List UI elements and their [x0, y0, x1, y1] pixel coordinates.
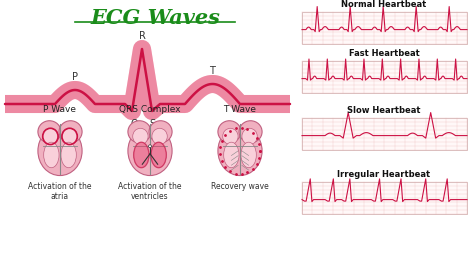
Text: Slow Heartbeat: Slow Heartbeat: [347, 106, 421, 115]
Text: Activation of the
atria: Activation of the atria: [28, 182, 92, 201]
Text: QRS Complex: QRS Complex: [119, 105, 181, 114]
Ellipse shape: [242, 128, 257, 144]
Text: Normal Heartbeat: Normal Heartbeat: [341, 0, 427, 9]
Ellipse shape: [59, 121, 82, 143]
Ellipse shape: [149, 121, 172, 143]
Ellipse shape: [223, 128, 238, 144]
Text: ECG Waves: ECG Waves: [90, 8, 220, 28]
Ellipse shape: [43, 128, 58, 144]
Ellipse shape: [151, 142, 166, 168]
Text: Fast Heartbeat: Fast Heartbeat: [348, 49, 419, 58]
Ellipse shape: [133, 128, 148, 144]
Ellipse shape: [134, 142, 149, 168]
Ellipse shape: [151, 142, 166, 168]
Text: Q: Q: [130, 119, 138, 129]
Bar: [302, 118, 467, 150]
Bar: [302, 182, 467, 214]
Ellipse shape: [38, 126, 82, 176]
Ellipse shape: [128, 121, 151, 143]
Ellipse shape: [128, 126, 172, 176]
Ellipse shape: [224, 142, 239, 168]
Ellipse shape: [241, 142, 256, 168]
Bar: [302, 61, 467, 93]
Text: R: R: [138, 31, 146, 41]
Text: T: T: [209, 66, 215, 76]
Ellipse shape: [218, 121, 241, 143]
Ellipse shape: [148, 145, 151, 148]
Ellipse shape: [134, 142, 149, 168]
Text: Irregular Heartbeat: Irregular Heartbeat: [337, 170, 430, 179]
Ellipse shape: [218, 126, 262, 176]
Bar: [302, 12, 467, 44]
Text: Activation of the
ventricles: Activation of the ventricles: [118, 182, 182, 201]
Text: Recovery wave: Recovery wave: [211, 182, 269, 191]
Ellipse shape: [62, 128, 77, 144]
Ellipse shape: [239, 121, 262, 143]
Text: P: P: [72, 72, 78, 82]
Ellipse shape: [152, 128, 167, 144]
Text: S: S: [149, 119, 155, 129]
Ellipse shape: [61, 142, 76, 168]
Ellipse shape: [44, 142, 59, 168]
Ellipse shape: [38, 121, 61, 143]
Text: T Wave: T Wave: [224, 105, 256, 114]
Text: P Wave: P Wave: [44, 105, 76, 114]
